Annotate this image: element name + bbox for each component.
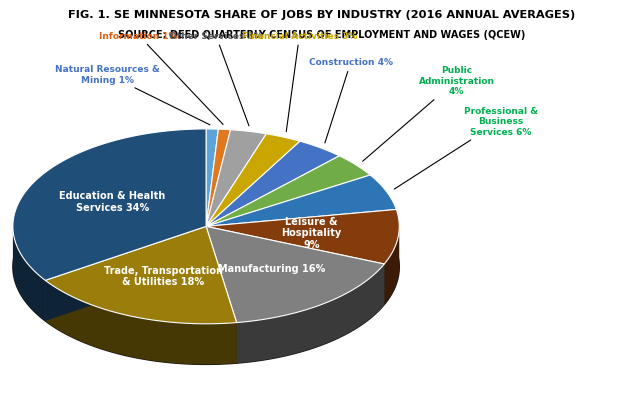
Text: Construction 4%: Construction 4%	[309, 58, 393, 143]
Polygon shape	[206, 175, 396, 227]
Polygon shape	[206, 156, 370, 227]
Polygon shape	[206, 227, 384, 305]
Polygon shape	[45, 227, 236, 324]
Polygon shape	[206, 227, 236, 363]
Text: Education & Health
Services 34%: Education & Health Services 34%	[59, 191, 166, 212]
Text: FIG. 1. SE MINNESOTA SHARE OF JOBS BY INDUSTRY (2016 ANNUAL AVERAGES): FIG. 1. SE MINNESOTA SHARE OF JOBS BY IN…	[68, 10, 576, 20]
Polygon shape	[206, 227, 384, 323]
Text: Manufacturing 16%: Manufacturing 16%	[218, 264, 325, 274]
Text: Leisure &
Hospitality
9%: Leisure & Hospitality 9%	[281, 216, 342, 249]
Polygon shape	[206, 134, 300, 227]
Text: Information 1%: Information 1%	[99, 32, 223, 125]
Polygon shape	[206, 130, 267, 227]
Polygon shape	[45, 227, 206, 321]
Text: Other Services 3%: Other Services 3%	[169, 32, 263, 126]
Polygon shape	[206, 130, 218, 227]
Polygon shape	[206, 130, 231, 227]
Polygon shape	[45, 281, 236, 364]
Text: Public
Administration
4%: Public Administration 4%	[363, 66, 495, 162]
Polygon shape	[206, 227, 384, 305]
Polygon shape	[206, 142, 339, 227]
Polygon shape	[206, 210, 399, 264]
Polygon shape	[236, 264, 384, 363]
Text: Trade, Transportation
& Utilities 18%: Trade, Transportation & Utilities 18%	[104, 265, 223, 287]
Polygon shape	[13, 130, 206, 281]
Text: SOURCE: DEED QUARTERLY CENSUS OF EMPLOYMENT AND WAGES (QCEW): SOURCE: DEED QUARTERLY CENSUS OF EMPLOYM…	[118, 30, 526, 40]
Text: Natural Resources &
Mining 1%: Natural Resources & Mining 1%	[55, 65, 210, 126]
Polygon shape	[13, 226, 45, 321]
Polygon shape	[13, 170, 399, 364]
Polygon shape	[206, 227, 236, 363]
Text: Professional &
Business
Services 6%: Professional & Business Services 6%	[394, 107, 538, 190]
Polygon shape	[384, 225, 399, 305]
Polygon shape	[45, 227, 206, 321]
Text: Financial Activities 3%: Financial Activities 3%	[242, 32, 357, 132]
